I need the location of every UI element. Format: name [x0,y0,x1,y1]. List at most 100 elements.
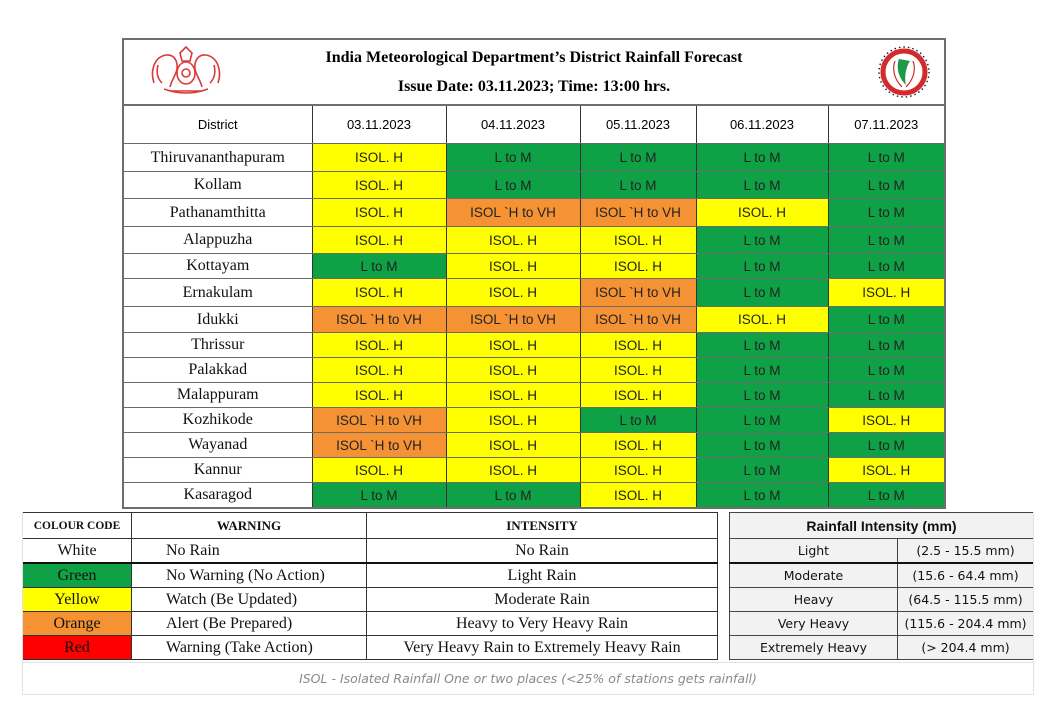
colour-code-swatch: Yellow [22,587,132,612]
kerala-emblem-icon [151,45,221,94]
column-header-date: 03.11.2023 [312,106,447,144]
forecast-cell: L to M [696,382,829,408]
forecast-cell: L to M [312,482,447,507]
forecast-cell: L to M [828,253,944,279]
forecast-cell: ISOL. H [828,457,944,483]
forecast-cell: L to M [696,226,829,254]
forecast-cell: ISOL. H [696,306,829,333]
district-name: Kasaragod [124,482,313,507]
intensity-label: No Rain [366,538,718,564]
forecast-cell: L to M [828,226,944,254]
intensity-range: (15.6 - 64.4 mm) [897,562,1034,588]
column-header-date: 07.11.2023 [828,106,944,144]
colour-code-legend: COLOUR CODE WARNING INTENSITY White No Ra… [22,512,718,660]
forecast-cell: ISOL. H [446,357,581,383]
forecast-cell: ISOL. H [312,278,447,307]
colour-code-swatch: Green [22,562,132,588]
forecast-cell: ISOL. H [580,457,697,483]
legend-row: Orange Alert (Be Prepared) Heavy to Very H… [22,611,718,636]
legend-header-colour-code: COLOUR CODE [22,512,132,539]
forecast-cell: L to M [828,332,944,358]
forecast-cell: ISOL. H [446,253,581,279]
forecast-cell: L to M [446,171,581,199]
forecast-cell: ISOL. H [828,407,944,433]
rainfall-intensity-title: Rainfall Intensity (mm) [729,512,1034,539]
forecast-cell: L to M [696,171,829,199]
district-name: Kottayam [124,253,313,279]
rainfall-intensity-grid: Rainfall Intensity (mm) Light (2.5 - 15.5… [729,512,1034,660]
forecast-cell: L to M [696,432,829,458]
column-header-date: 06.11.2023 [696,106,829,144]
intensity-label: Light Rain [366,562,718,588]
district-name: Kollam [124,171,313,199]
rainfall-intensity-row: Light (2.5 - 15.5 mm) [729,538,1034,564]
forecast-cell: L to M [696,482,829,507]
forecast-cell: ISOL `H to VH [312,432,447,458]
forecast-cell: ISOL. H [312,198,447,227]
forecast-cell: L to M [828,482,944,507]
forecast-cell: L to M [580,171,697,199]
warning-label: No Rain [131,538,367,564]
forecast-cell: L to M [312,253,447,279]
rainfall-intensity-table: Rainfall Intensity (mm) Light (2.5 - 15.5… [729,512,1034,660]
forecast-cell: ISOL. H [312,226,447,254]
district-name: Ernakulam [124,278,313,307]
district-name: Idukki [124,306,313,333]
legend-row: Green No Warning (No Action) Light Rain [22,562,718,588]
warning-label: Warning (Take Action) [131,635,367,660]
rainfall-intensity-row: Extremely Heavy (> 204.4 mm) [729,635,1034,660]
intensity-label: Heavy to Very Heavy Rain [366,611,718,636]
legend-header-warning: WARNING [131,512,367,539]
legend-table: COLOUR CODE WARNING INTENSITY White No Ra… [22,512,718,660]
forecast-cell: L to M [828,357,944,383]
forecast-cell: ISOL. H [580,357,697,383]
imd-logo-icon [878,46,930,98]
intensity-range: (2.5 - 15.5 mm) [897,538,1034,564]
sheet-gridline [1033,512,1034,695]
forecast-cell: L to M [580,407,697,433]
legend-row: White No Rain No Rain [22,538,718,564]
forecast-cell: ISOL. H [828,278,944,307]
forecast-cell: ISOL. H [312,357,447,383]
forecast-cell: ISOL. H [446,457,581,483]
forecast-cell: ISOL. H [446,382,581,408]
forecast-cell: ISOL. H [312,382,447,408]
district-name: Palakkad [124,357,313,383]
intensity-category: Light [729,538,898,564]
colour-code-swatch: White [22,538,132,564]
forecast-cell: L to M [828,143,944,172]
forecast-cell: L to M [696,407,829,433]
district-row: Ernakulam ISOL. H ISOL. H ISOL `H to VH L to… [124,278,944,307]
forecast-cell: L to M [696,253,829,279]
legend-header-intensity: INTENSITY [366,512,718,539]
header-row: District 03.11.2023 04.11.2023 05.11.202… [124,106,944,144]
forecast-cell: ISOL `H to VH [446,306,581,333]
forecast-cell: ISOL. H [446,407,581,433]
forecast-grid: District 03.11.2023 04.11.2023 05.11.202… [124,106,944,507]
forecast-cell: L to M [828,432,944,458]
district-row: Pathanamthitta ISOL. H ISOL `H to VH ISOL `… [124,198,944,227]
forecast-cell: L to M [446,482,581,507]
forecast-cell: ISOL `H to VH [312,407,447,433]
forecast-cell: L to M [580,143,697,172]
rainfall-intensity-header-row: Rainfall Intensity (mm) [729,512,1034,539]
sheet-gridline [22,512,23,695]
forecast-cell: ISOL `H to VH [446,198,581,227]
forecast-cell: L to M [696,143,829,172]
legend-header-row: COLOUR CODE WARNING INTENSITY [22,512,718,539]
intensity-category: Extremely Heavy [729,635,898,660]
rainfall-intensity-row: Heavy (64.5 - 115.5 mm) [729,587,1034,612]
forecast-cell: ISOL. H [580,432,697,458]
rainfall-intensity-row: Very Heavy (115.6 - 204.4 mm) [729,611,1034,636]
forecast-cell: ISOL `H to VH [580,306,697,333]
forecast-cell: ISOL. H [696,198,829,227]
forecast-cell: ISOL. H [446,226,581,254]
intensity-category: Moderate [729,562,898,588]
forecast-cell: ISOL. H [446,278,581,307]
